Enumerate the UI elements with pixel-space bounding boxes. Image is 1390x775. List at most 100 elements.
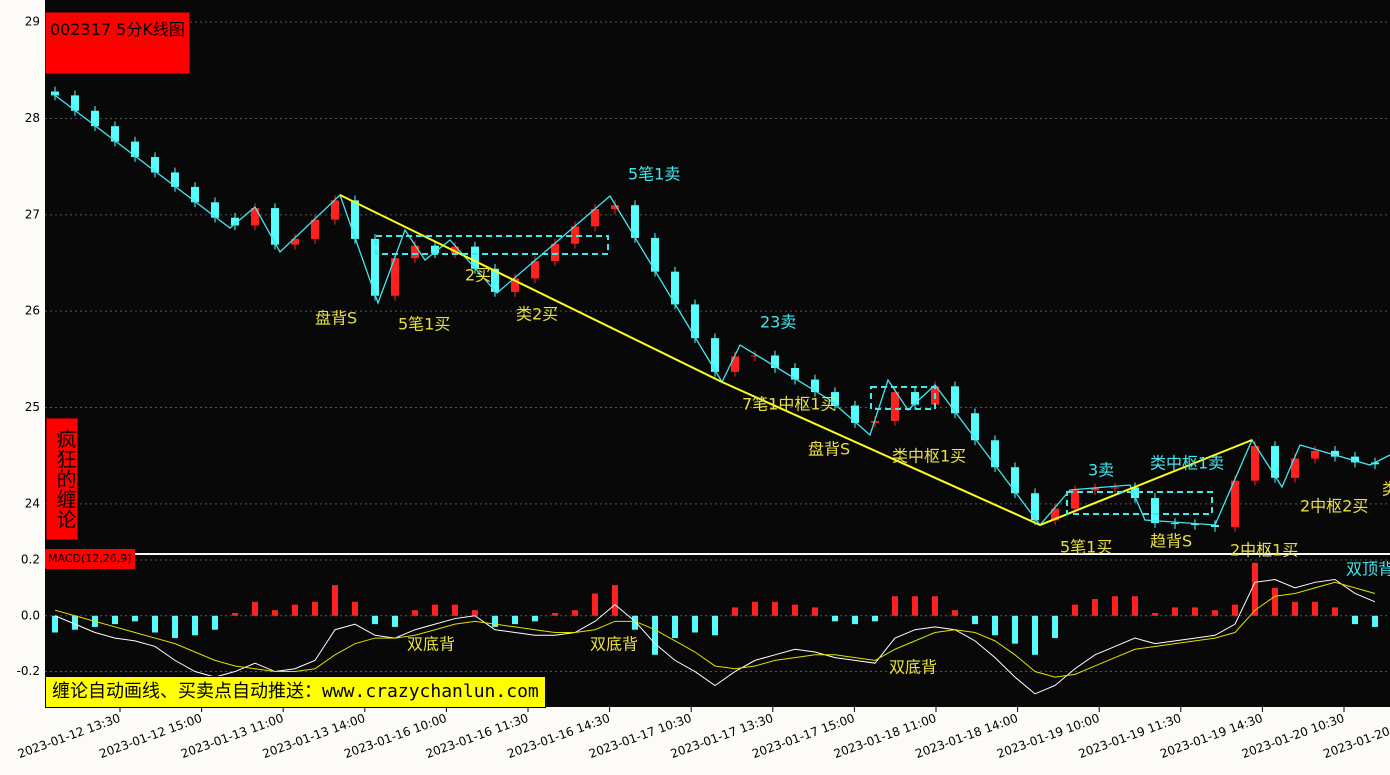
candle-body xyxy=(1291,458,1299,478)
candle-body xyxy=(191,186,199,203)
pivot-box xyxy=(1066,491,1213,515)
macd-bar xyxy=(112,615,118,625)
candle-body xyxy=(671,271,679,305)
macd-bar xyxy=(1172,607,1178,616)
stroke-line xyxy=(51,92,1390,527)
macd-bar xyxy=(932,596,938,616)
macd-bar xyxy=(512,615,518,625)
annotation: 3卖 xyxy=(1088,461,1114,480)
pivot-box xyxy=(375,235,609,255)
candle-body xyxy=(311,219,319,239)
candle-body xyxy=(791,368,799,380)
candle-body xyxy=(271,208,279,245)
side-label: 疯狂的缠论 xyxy=(46,418,78,540)
candle-body xyxy=(391,258,399,296)
macd-bar xyxy=(1192,607,1198,616)
y-tick-label: 0.2 xyxy=(21,553,40,567)
candle-body xyxy=(511,278,519,292)
candle-body xyxy=(91,110,99,127)
macd-bar xyxy=(1252,562,1258,616)
candle-body xyxy=(1031,493,1039,521)
macd-bar xyxy=(232,612,238,616)
macd-bar xyxy=(632,615,638,630)
macd-bar xyxy=(292,604,298,616)
candle-body xyxy=(1071,490,1079,509)
macd-bar xyxy=(892,596,898,616)
macd-bar xyxy=(1032,615,1038,655)
annotation: 2中枢1买 xyxy=(1230,541,1298,560)
macd-bar xyxy=(1112,596,1118,616)
macd-bar xyxy=(852,615,858,625)
annotation: 5笔1买 xyxy=(1060,538,1112,557)
macd-bar xyxy=(872,615,878,622)
candle-body xyxy=(231,217,239,226)
annotation: 双底背 xyxy=(889,658,937,677)
annotation: 5笔1买 xyxy=(398,315,450,334)
candle-body xyxy=(331,200,339,220)
candle-body xyxy=(1051,508,1059,521)
macd-bar xyxy=(352,601,358,616)
macd-bar xyxy=(212,615,218,630)
candle-body xyxy=(71,95,79,111)
candle-body xyxy=(411,245,419,259)
annotation: 双顶背 xyxy=(1346,560,1390,579)
candle-body xyxy=(851,405,859,423)
macd-bar xyxy=(612,585,618,616)
candle-body xyxy=(891,392,899,421)
macd-bar xyxy=(1272,587,1278,616)
candle-body xyxy=(151,157,159,173)
candle-body xyxy=(371,238,379,296)
candle-body xyxy=(531,261,539,279)
candle-body xyxy=(691,304,699,339)
macd-bar xyxy=(192,615,198,636)
candle-body xyxy=(731,356,739,372)
y-tick-label: -0.2 xyxy=(17,664,40,678)
candle-body xyxy=(171,172,179,187)
macd-bar xyxy=(772,601,778,616)
macd-bar xyxy=(1332,607,1338,616)
macd-bar xyxy=(372,615,378,625)
price-panel xyxy=(45,0,1390,553)
candle-body xyxy=(1331,450,1339,457)
segment-line xyxy=(339,194,1253,527)
macd-bar xyxy=(1092,599,1098,616)
macd-bar xyxy=(1072,604,1078,616)
candle-body xyxy=(971,413,979,441)
candle-body xyxy=(111,126,119,142)
y-tick-label: 29 xyxy=(25,15,40,29)
macd-bar xyxy=(1232,604,1238,616)
macd-bar xyxy=(692,615,698,633)
macd-bar xyxy=(1352,615,1358,625)
candle-body xyxy=(1271,446,1279,478)
macd-bar xyxy=(1152,612,1158,616)
candle-body xyxy=(911,392,919,405)
y-tick-label: 27 xyxy=(25,207,40,221)
macd-bar xyxy=(732,607,738,616)
pivot-box xyxy=(870,386,936,410)
candle-body xyxy=(451,246,459,254)
candle-body xyxy=(571,226,579,244)
candle-body xyxy=(431,245,439,254)
candle-body xyxy=(711,338,719,372)
macd-bar xyxy=(752,601,758,616)
annotation: 类 xyxy=(1382,480,1390,499)
macd-bar xyxy=(332,585,338,616)
macd-bar xyxy=(972,615,978,625)
macd-bar xyxy=(572,610,578,616)
candle-body xyxy=(1131,487,1139,499)
candle-body xyxy=(251,208,259,226)
macd-bar xyxy=(1132,596,1138,616)
macd-bar xyxy=(1212,610,1218,616)
candle-body xyxy=(211,202,219,218)
macd-bar xyxy=(832,615,838,622)
banner: 缠论自动画线、买卖点自动推送：www.crazychanlun.com xyxy=(45,676,546,708)
candle-body xyxy=(951,386,959,414)
macd-bar xyxy=(172,615,178,639)
macd-bar xyxy=(912,596,918,616)
macd-bar xyxy=(1372,615,1378,627)
annotation: 类中枢1卖 xyxy=(1150,454,1224,473)
annotation: 5笔1卖 xyxy=(628,165,680,184)
annotation: 盘背S xyxy=(315,309,357,328)
macd-bar xyxy=(152,615,158,633)
